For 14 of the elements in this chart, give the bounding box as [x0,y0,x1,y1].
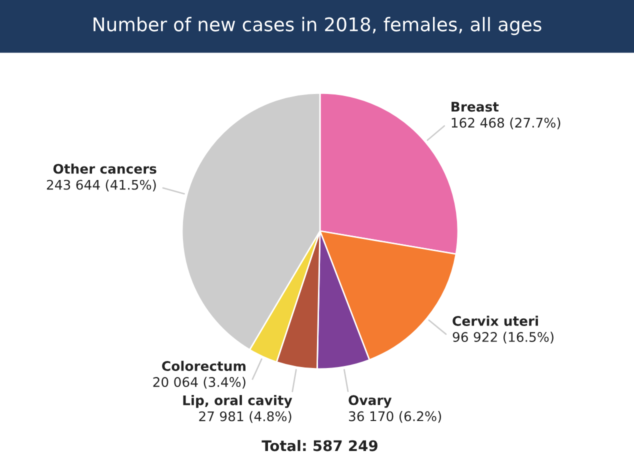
slice-label: Lip, oral cavity [183,395,292,408]
data-label: 96 922 (16.5%) [452,332,554,344]
slice-label: Cervix uteri [452,316,538,326]
slice-label: Other cancers [53,164,156,174]
chart-title: Number of new cases in 2018, females, all ages [94,16,542,36]
data-label: 162 468 (27.7%) [452,118,560,130]
data-label: 20 064 (3.4%) [153,376,246,389]
slice-label: Breast [452,102,499,112]
data-label: 27 981 (4.8%) [199,411,292,423]
slice-label: Colorectum [162,360,246,372]
text: Total: 587 249 [262,440,378,452]
slice-label: Ovary [348,395,392,408]
data-label: 36 170 (6.2%) [349,411,442,423]
data-label: 243 644 (41.5%) [46,180,156,192]
